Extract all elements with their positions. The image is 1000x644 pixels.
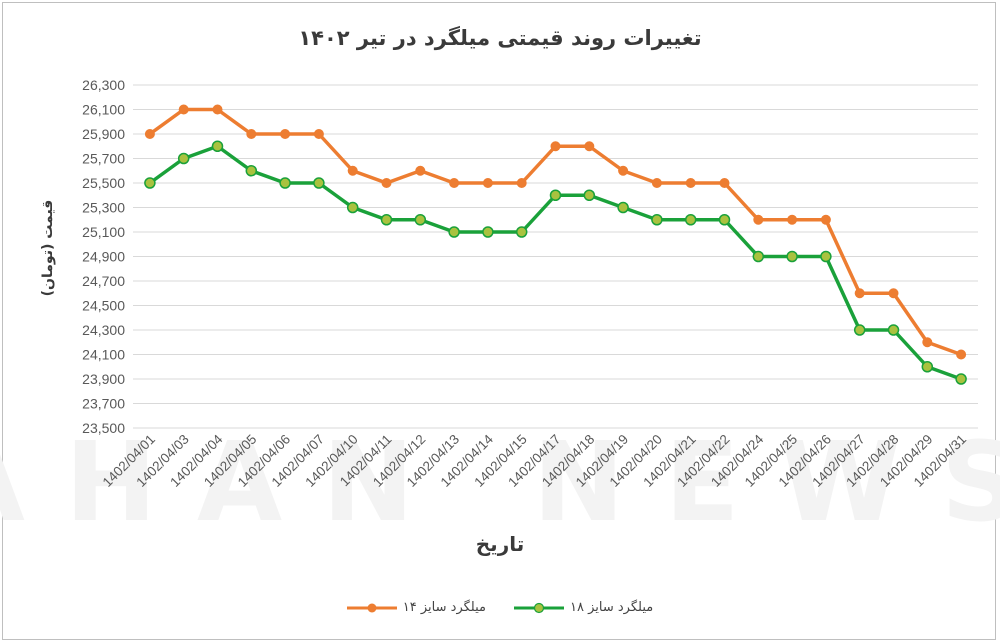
data-point (753, 214, 764, 225)
data-point (685, 178, 696, 188)
y-tick-label: 23,700 (82, 396, 125, 412)
y-tick-label: 25,500 (82, 175, 125, 191)
data-point (684, 214, 697, 226)
y-tick-label: 24,300 (82, 322, 125, 338)
data-point (380, 214, 393, 226)
y-tick-label: 24,900 (82, 249, 125, 265)
y-tick-label: 25,100 (82, 224, 125, 240)
data-point (786, 250, 798, 263)
data-point (414, 214, 427, 226)
data-point (921, 361, 934, 373)
data-point (347, 165, 358, 176)
y-axis-title: قیمت (تومان) (40, 199, 56, 297)
legend-item-size18: میلگرد سایز ۱۸ (514, 600, 653, 615)
y-tick-label: 24,500 (82, 298, 125, 314)
data-point (482, 178, 493, 188)
legend-label: میلگرد سایز ۱۸ (570, 600, 654, 615)
series-line (148, 144, 962, 381)
data-point (346, 201, 359, 214)
data-point (887, 324, 900, 336)
data-point (212, 104, 223, 115)
data-point (515, 226, 528, 238)
data-point (787, 214, 798, 225)
legend: میلگرد سایز ۱۴ میلگرد سایز ۱۸ (0, 600, 1000, 615)
data-point (279, 177, 291, 189)
data-point (381, 178, 392, 188)
y-tick-label: 26,300 (82, 77, 125, 93)
data-point (415, 165, 426, 176)
legend-marker-orange-icon (346, 603, 397, 612)
data-point (448, 226, 460, 238)
data-point (550, 141, 561, 152)
data-point (854, 288, 865, 299)
y-tick-label: 25,900 (82, 126, 125, 142)
legend-item-size14: میلگرد سایز ۱۴ (346, 600, 486, 615)
data-point (516, 178, 527, 188)
y-tick-label: 26,100 (82, 102, 125, 118)
data-point (820, 214, 831, 225)
data-point (482, 226, 494, 238)
data-point (888, 288, 899, 299)
data-point (313, 177, 325, 189)
data-point (719, 178, 730, 188)
y-tick-label: 25,700 (82, 151, 125, 167)
data-point (651, 178, 662, 188)
data-point (956, 349, 967, 360)
data-point (144, 129, 155, 139)
data-point (820, 250, 832, 263)
data-point (211, 140, 224, 152)
data-point (245, 165, 258, 177)
y-tick-label: 23,900 (82, 371, 125, 387)
data-point (280, 129, 291, 139)
data-point (449, 178, 460, 188)
data-point (617, 201, 629, 214)
data-point (651, 214, 663, 226)
y-tick-label: 25,300 (82, 200, 125, 216)
data-point (583, 189, 596, 201)
y-tick-label: 24,100 (82, 347, 125, 363)
y-tick-label: 23,500 (82, 420, 125, 436)
watermark: AHAN NEWS (0, 418, 1000, 546)
y-tick-label: 24,700 (82, 273, 125, 289)
data-point (853, 324, 866, 336)
chart-title: تغییرات روند قیمتی میلگرد در تیر ۱۴۰۲ (298, 26, 702, 50)
data-point (584, 141, 595, 152)
x-axis-title: تاریخ (475, 532, 525, 556)
data-point (549, 189, 562, 201)
data-point (718, 214, 731, 226)
data-point (752, 250, 765, 263)
data-point (178, 104, 189, 115)
data-point (618, 165, 629, 176)
legend-label: میلگرد سایز ۱۴ (402, 600, 486, 615)
data-point (955, 373, 967, 385)
data-point (177, 152, 190, 165)
data-point (144, 177, 156, 189)
data-point (922, 337, 933, 348)
data-point (246, 129, 257, 139)
data-point (313, 129, 324, 139)
legend-marker-green-icon (514, 602, 564, 613)
